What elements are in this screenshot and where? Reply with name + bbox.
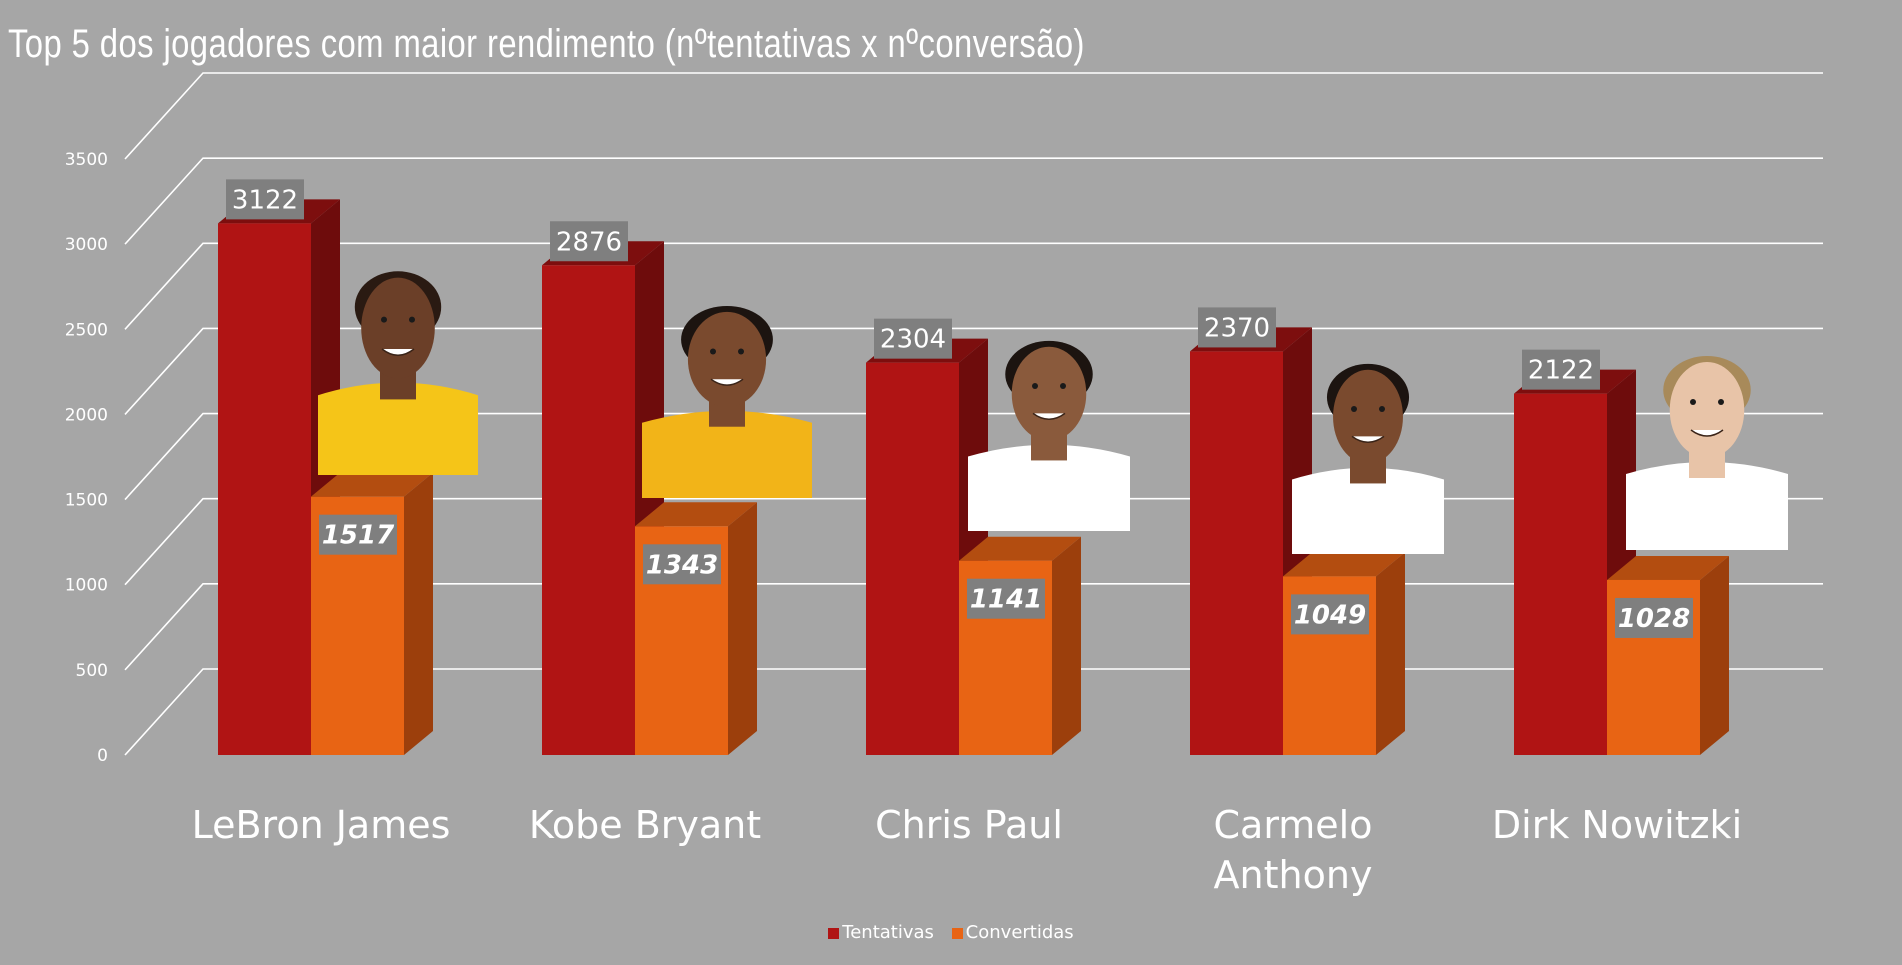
- data-label-convertidas-carmelo-anthony: 1049: [1294, 600, 1366, 630]
- y-tick-label-2500: 2500: [65, 320, 108, 340]
- chris-paul-photo: [968, 340, 1130, 531]
- category-label-carmelo-anthony: Carmelo Anthony: [1214, 803, 1373, 897]
- legend: Tentativas Convertidas: [0, 922, 1902, 943]
- bar-tentativas-dirk-nowitzki: [1514, 393, 1607, 755]
- bar-convertidas-lebron-james-side: [404, 472, 433, 755]
- gridline-3000: [124, 157, 1823, 245]
- data-label-box-convertidas-carmelo-anthony: [1291, 594, 1369, 635]
- category-label-chris-paul: Chris Paul: [875, 803, 1063, 847]
- bar-tentativas-carmelo-anthony: [1190, 351, 1283, 755]
- lebron-james-photo: [318, 271, 478, 475]
- data-label-convertidas-chris-paul: 1141: [970, 585, 1042, 615]
- y-tick-label-500: 500: [76, 661, 108, 681]
- category-label-kobe-bryant: Kobe Bryant: [529, 803, 761, 847]
- y-tick-label-1500: 1500: [65, 491, 108, 511]
- dirk-nowitzki-photo: [1626, 356, 1788, 550]
- data-label-tentativas-dirk-nowitzki: 2122: [1528, 356, 1594, 386]
- data-label-convertidas-lebron-james: 1517: [322, 521, 395, 551]
- bar-convertidas-chris-paul-top: [959, 536, 1081, 561]
- bar-tentativas-chris-paul: [866, 362, 959, 755]
- carmelo-anthony-photo: [1292, 363, 1444, 554]
- bar-convertidas-dirk-nowitzki-side: [1700, 555, 1729, 755]
- legend-label-tentativas: Tentativas: [842, 922, 934, 943]
- bar-tentativas-kobe-bryant: [542, 265, 635, 755]
- kobe-bryant-photo: [642, 305, 812, 498]
- bar-convertidas-lebron-james-top: [311, 472, 433, 497]
- y-tick-label-2000: 2000: [65, 405, 108, 425]
- legend-item-convertidas: Convertidas: [951, 922, 1074, 943]
- bar-convertidas-dirk-nowitzki-top: [1607, 555, 1729, 580]
- gridline-3500: [124, 72, 1823, 160]
- bar-tentativas-lebron-james: [218, 223, 311, 756]
- chart-title: Top 5 dos jogadores com maior rendimento…: [8, 22, 1085, 66]
- bar-convertidas-kobe-bryant-side: [728, 502, 757, 755]
- data-label-tentativas-kobe-bryant: 2876: [556, 227, 622, 257]
- category-label-dirk-nowitzki: Dirk Nowitzki: [1492, 803, 1742, 847]
- data-label-box-tentativas-kobe-bryant: [550, 221, 628, 262]
- data-label-box-convertidas-dirk-nowitzki: [1615, 597, 1693, 638]
- data-label-box-convertidas-chris-paul: [967, 578, 1045, 619]
- bar-convertidas-chris-paul-side: [1052, 536, 1081, 755]
- data-label-box-convertidas-lebron-james: [319, 514, 397, 555]
- y-tick-label-3000: 3000: [65, 235, 108, 255]
- data-label-convertidas-kobe-bryant: 1343: [646, 550, 718, 580]
- legend-item-tentativas: Tentativas: [828, 922, 934, 943]
- data-label-tentativas-chris-paul: 2304: [880, 325, 946, 355]
- legend-label-convertidas: Convertidas: [965, 922, 1074, 943]
- data-label-box-tentativas-carmelo-anthony: [1198, 307, 1276, 348]
- y-tick-label-0: 0: [97, 746, 108, 766]
- data-label-box-convertidas-kobe-bryant: [643, 544, 721, 585]
- data-label-tentativas-lebron-james: 3122: [232, 185, 298, 215]
- y-tick-label-1000: 1000: [65, 576, 108, 596]
- data-label-convertidas-dirk-nowitzki: 1028: [1618, 604, 1690, 634]
- data-label-box-tentativas-lebron-james: [226, 179, 304, 220]
- legend-swatch-tentativas: [828, 927, 840, 939]
- bar-convertidas-kobe-bryant-top: [635, 502, 757, 527]
- data-label-box-tentativas-chris-paul: [874, 318, 952, 359]
- bar-convertidas-carmelo-anthony-top: [1283, 552, 1405, 577]
- bar-convertidas-carmelo-anthony-side: [1376, 552, 1405, 755]
- y-tick-label-3500: 3500: [65, 150, 108, 170]
- data-label-tentativas-carmelo-anthony: 2370: [1204, 313, 1270, 343]
- data-label-box-tentativas-dirk-nowitzki: [1522, 349, 1600, 390]
- legend-swatch-convertidas: [951, 927, 963, 939]
- category-label-lebron-james: LeBron James: [192, 803, 451, 847]
- gridline-2500: [124, 242, 1823, 330]
